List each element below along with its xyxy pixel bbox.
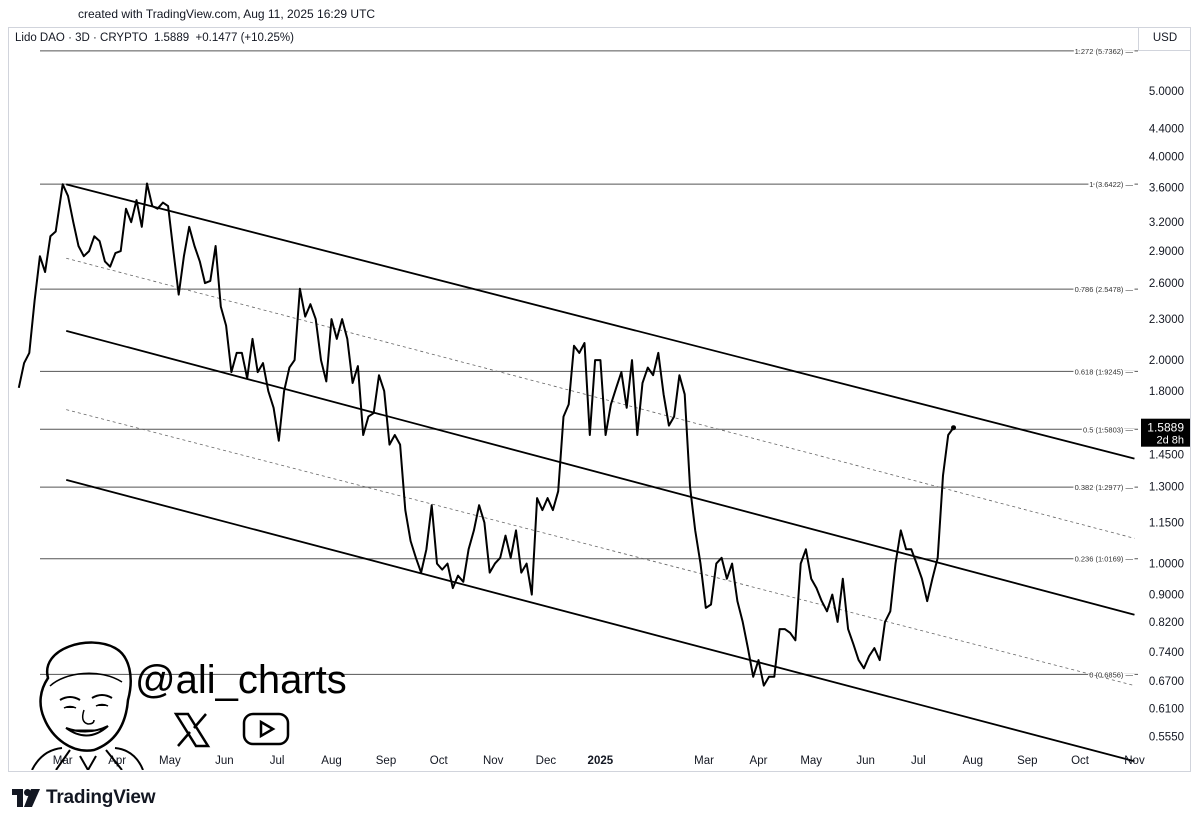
x-tick-label: Sep (376, 755, 396, 767)
fib-level-label: 0 (0.6856) — (1089, 670, 1133, 679)
y-tick-label: 0.6700 (1149, 676, 1184, 688)
y-tick-label: 1.0000 (1149, 559, 1184, 571)
y-tick-label: 0.6100 (1149, 704, 1184, 716)
channel-line-middle[interactable] (65, 329, 1135, 616)
y-tick-label: 2.3000 (1149, 314, 1184, 326)
y-tick-label: 3.2000 (1149, 217, 1184, 229)
x-tick-label: Aug (963, 755, 983, 767)
x-tick-label: Nov (483, 755, 504, 767)
x-tick-label: Aug (321, 755, 341, 767)
y-tick-label: 0.7400 (1149, 647, 1184, 659)
y-tick-label: 1.8000 (1149, 386, 1184, 398)
fib-level-label: 0.786 (2.5478) — (1075, 285, 1134, 294)
y-tick-label: 2.9000 (1149, 246, 1184, 258)
symbol-interval[interactable]: 3D (75, 32, 90, 44)
x-tick-label: May (800, 755, 822, 767)
y-tick-label: 5.0000 (1149, 86, 1184, 98)
y-tick-label: 4.4000 (1149, 124, 1184, 136)
watermark-handle: @ali_charts (135, 658, 347, 702)
last-price-label: 1.5889 (1147, 421, 1184, 435)
x-tick-label: Jul (270, 755, 285, 767)
y-tick-label: 0.5550 (1149, 731, 1184, 743)
y-tick-label: 0.9000 (1149, 590, 1184, 602)
chart-frame (8, 27, 1191, 772)
y-tick-label: 1.1500 (1149, 518, 1184, 530)
x-tick-label: Jun (215, 755, 234, 767)
channel-line-mid-upper[interactable] (66, 257, 1135, 539)
youtube-icon (242, 712, 290, 746)
y-tick-label: 2.0000 (1149, 355, 1184, 367)
channel-line-upper[interactable] (66, 183, 1135, 460)
brand-label: TradingView (46, 787, 156, 808)
x-tick-label: Jun (856, 755, 875, 767)
x-tick-label: 2025 (588, 755, 614, 767)
x-tick-label: Mar (694, 755, 714, 767)
x-tick-label: Apr (750, 755, 768, 767)
x-tick-label: Oct (430, 755, 449, 767)
y-tick-label: 2.6000 (1149, 278, 1184, 290)
fib-level-label: 0.382 (1.2977) — (1075, 483, 1134, 492)
channel-line-mid-lower[interactable] (66, 409, 1135, 686)
y-tick-label: 1.3000 (1149, 482, 1184, 494)
fib-level-label: 1 (3.6422) — (1089, 180, 1133, 189)
fib-level-label: 0.236 (1.0169) — (1075, 555, 1134, 564)
x-tick-label: Oct (1071, 755, 1090, 767)
tradingview-brand[interactable]: TradingView (12, 787, 156, 809)
channel-line-lower[interactable] (65, 479, 1135, 763)
y-tick-label: 1.4500 (1149, 450, 1184, 462)
x-tick-label: May (159, 755, 181, 767)
tradingview-logo-icon (12, 789, 40, 807)
last-price-badge (1141, 418, 1190, 447)
symbol-change: +0.1477 (+10.25%) (195, 32, 294, 44)
symbol-exchange: CRYPTO (100, 32, 148, 44)
x-tick-label: Jul (911, 755, 926, 767)
symbol-header: Lido DAO · 3D · CRYPTO 1.5889 +0.1477 (+… (15, 32, 294, 44)
fib-level-label: 0.618 (1.9245) — (1075, 367, 1134, 376)
x-tick-label: Dec (536, 755, 557, 767)
symbol-price: 1.5889 (153, 32, 190, 44)
fib-level-label: 0.5 (1.5803) — (1083, 425, 1134, 434)
countdown-label: 2d 8h (1156, 435, 1184, 447)
y-tick-label: 3.6000 (1149, 183, 1184, 195)
y-tick-label: 0.8200 (1149, 617, 1184, 629)
currency-button[interactable]: USD (1138, 27, 1191, 51)
created-caption: created with TradingView.com, Aug 11, 20… (78, 7, 376, 21)
fib-level-label: 1.272 (5.7362) — (1075, 47, 1134, 56)
x-tick-label: Nov (1124, 755, 1145, 767)
x-tick-label: Sep (1017, 755, 1037, 767)
last-price-point (951, 425, 957, 431)
avatar-illustration (31, 641, 144, 770)
price-line[interactable] (17, 182, 955, 687)
y-tick-label: 4.0000 (1149, 152, 1184, 164)
x-logo-icon (173, 712, 211, 748)
symbol-name[interactable]: Lido DAO (15, 32, 65, 44)
